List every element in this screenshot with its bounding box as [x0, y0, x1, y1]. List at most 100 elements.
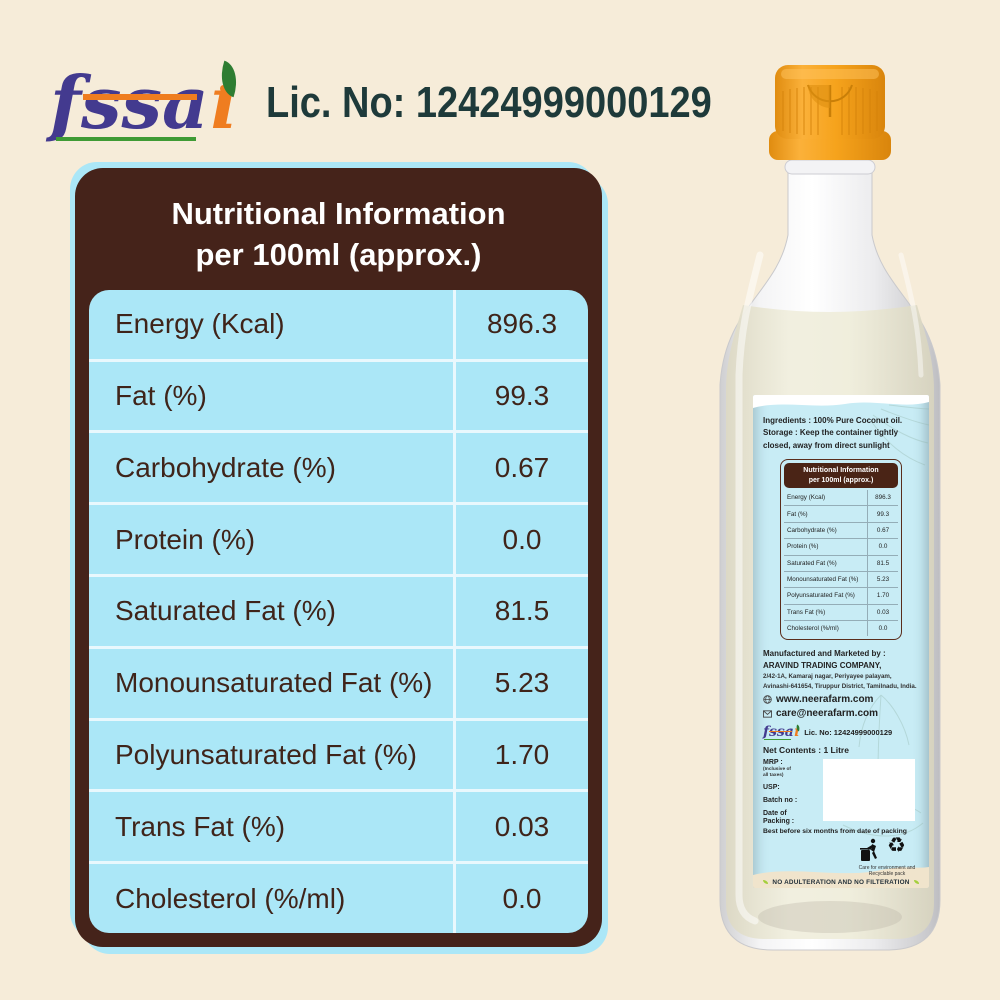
usp-label: USP: — [763, 783, 780, 791]
table-row: Saturated Fat (%) 81.5 — [89, 574, 588, 646]
brand-header: fssaı Lic. No: 12424999000129 — [50, 48, 735, 158]
nutrient-label: Monounsaturated Fat (%) — [115, 667, 433, 699]
address-line2: Avinashi-641654, Tiruppur District, Tami… — [763, 682, 917, 690]
mini-title-line2: per 100ml (approx.) — [808, 476, 874, 484]
storage-text-line2: closed, away from direct sunlight — [763, 440, 890, 450]
table-row: Energy (Kcal) 896.3 — [89, 289, 588, 359]
fssai-logo: fssaı — [50, 61, 244, 142]
fssai-wordmark: fssa — [763, 724, 794, 741]
mini-nutrient-value: 896.3 — [867, 490, 898, 506]
mini-nutrient-label: Polyunsaturated Fat (%) — [787, 592, 855, 600]
mini-nutrient-value: 5.23 — [867, 571, 898, 588]
label-fssai-row: fssaı Lic. No: 12424999000129 — [763, 724, 919, 741]
mini-nutrient-label: Protein (%) — [787, 543, 819, 551]
fssai-wordmark: fssa — [50, 59, 209, 145]
email-row: care@neerafarm.com — [763, 708, 919, 719]
nutrient-label: Cholesterol (%/ml) — [115, 882, 346, 914]
fssai-i-dot — [219, 84, 227, 93]
net-contents-text: Net Contents : 1 Litre — [763, 744, 849, 755]
storage-text-line1: Storage : Keep the container tightly — [763, 428, 899, 438]
nutrient-value: 99.3 — [453, 361, 588, 431]
globe-icon — [763, 695, 772, 704]
website-text: www.neerafarm.com — [776, 694, 874, 706]
mini-nutrient-label: Monounsaturated Fat (%) — [787, 576, 859, 584]
product-bottle: Ingredients : 100% Pure Coconut oil. Sto… — [705, 55, 955, 970]
nutrient-value: 896.3 — [453, 289, 588, 359]
mini-nutrient-value: 0.67 — [867, 522, 898, 539]
mini-nutrient-label: Saturated Fat (%) — [787, 559, 837, 567]
label-license-number: Lic. No: 12424999000129 — [804, 727, 893, 737]
company-name: ARAVIND TRADING COMPANY, — [763, 661, 882, 671]
mini-nutrient-label: Fat (%) — [787, 510, 808, 518]
nutrient-value: 0.0 — [453, 864, 588, 933]
title-line-1: Nutritional Information — [171, 196, 506, 231]
nutrient-value: 0.0 — [453, 505, 588, 574]
mini-nutrient-label: Carbohydrate (%) — [787, 526, 837, 534]
care-environment-text: Care for environment and Recyclable pack — [858, 864, 916, 878]
nutrient-value: 1.70 — [453, 720, 588, 790]
email-icon — [763, 709, 772, 718]
mini-table-row: Carbohydrate (%) 0.67 — [784, 521, 898, 539]
bottle-label: Ingredients : 100% Pure Coconut oil. Sto… — [753, 395, 929, 888]
fssai-bar-decoration — [769, 730, 792, 732]
mini-table-row: Saturated Fat (%) 81.5 — [784, 554, 898, 571]
mini-table-row: Fat (%) 99.3 — [784, 505, 898, 522]
table-row: Monounsaturated Fat (%) 5.23 — [89, 645, 588, 718]
nutrient-label: Fat (%) — [115, 380, 207, 411]
mini-nutrient-value: 81.5 — [867, 555, 898, 571]
mini-table-row: Protein (%) 0.0 — [784, 538, 898, 555]
table-row: Polyunsaturated Fat (%) 1.70 — [89, 717, 588, 790]
email-text: care@neerafarm.com — [776, 708, 879, 720]
leaf-icon — [913, 880, 919, 885]
tidyman-icon — [860, 838, 877, 861]
mini-nutrient-value: 0.0 — [867, 539, 898, 555]
mini-nutrient-label: Energy (Kcal) — [787, 494, 826, 502]
batch-label: Batch no : — [763, 797, 798, 805]
mini-table-title: Nutritional Information per 100ml (appro… — [784, 463, 898, 489]
table-row: Cholesterol (%/ml) 0.0 — [89, 861, 588, 933]
title-line-2: per 100ml (approx.) — [195, 236, 482, 272]
mini-table-body: Energy (Kcal) 896.3 Fat (%) 99.3 Carbohy… — [784, 490, 898, 637]
address-line1: 2/42-1A, Kamaraj nagar, Periyayee palaya… — [763, 673, 892, 681]
nutrient-value: 0.03 — [453, 792, 588, 862]
mini-nutrient-value: 0.0 — [867, 621, 898, 637]
label-content: Ingredients : 100% Pure Coconut oil. Sto… — [753, 395, 929, 886]
no-adulteration-claim: NO ADULTERATION AND NO FILTERATION — [763, 879, 919, 886]
price-sticker-box — [823, 758, 915, 821]
fssai-underline-decoration — [764, 738, 792, 740]
nutrient-label: Saturated Fat (%) — [115, 595, 336, 627]
nutrient-label: Energy (Kcal) — [115, 308, 285, 340]
label-top-wave — [753, 395, 929, 408]
leaf-icon — [763, 880, 769, 885]
fssai-underline-decoration — [55, 137, 197, 142]
label-bottom-wave — [753, 867, 929, 888]
mini-table-row: Monounsaturated Fat (%) 5.23 — [784, 570, 898, 588]
nutrient-label: Trans Fat (%) — [115, 810, 286, 842]
mrp-block: MRP : (Inclusive of all taxes) USP: Batc… — [763, 758, 919, 825]
nutrient-label: Polyunsaturated Fat (%) — [115, 738, 417, 770]
mini-nutrient-label: Cholesterol (%/ml) — [787, 625, 839, 633]
nutrient-value: 5.23 — [453, 648, 588, 718]
mini-title-line1: Nutritional Information — [803, 467, 879, 475]
bottle-cap — [769, 65, 891, 160]
fssai-license-number: Lic. No: 12424999000129 — [266, 78, 712, 127]
table-row: Trans Fat (%) 0.03 — [89, 789, 588, 862]
mini-nutrient-value: 99.3 — [867, 506, 898, 522]
mini-table-row: Polyunsaturated Fat (%) 1.70 — [784, 587, 898, 604]
mini-table-row: Trans Fat (%) 0.03 — [784, 603, 898, 621]
nutrient-value: 81.5 — [453, 577, 588, 646]
mrp-note: (Inclusive of all taxes) — [763, 767, 791, 778]
nutrition-card-title: Nutritional Information per 100ml (appro… — [89, 194, 588, 276]
mini-table-row: Energy (Kcal) 896.3 — [784, 490, 898, 506]
nutrition-card: Nutritional Information per 100ml (appro… — [75, 168, 602, 947]
mini-nutrient-label: Trans Fat (%) — [787, 608, 826, 616]
claim-text: NO ADULTERATION AND NO FILTERATION — [772, 878, 910, 886]
fssai-i-letter: ı — [793, 724, 800, 741]
table-row: Fat (%) 99.3 — [89, 358, 588, 431]
nutrient-label: Carbohydrate (%) — [115, 451, 336, 483]
mini-nutrient-value: 0.03 — [867, 604, 898, 621]
eco-icons-block: ♻ Care for environment and Recyclable pa… — [763, 834, 919, 879]
mrp-label: MRP : — [763, 758, 783, 766]
manufactured-by-text: Manufactured and Marketed by : — [763, 649, 886, 659]
table-row: Carbohydrate (%) 0.67 — [89, 430, 588, 503]
